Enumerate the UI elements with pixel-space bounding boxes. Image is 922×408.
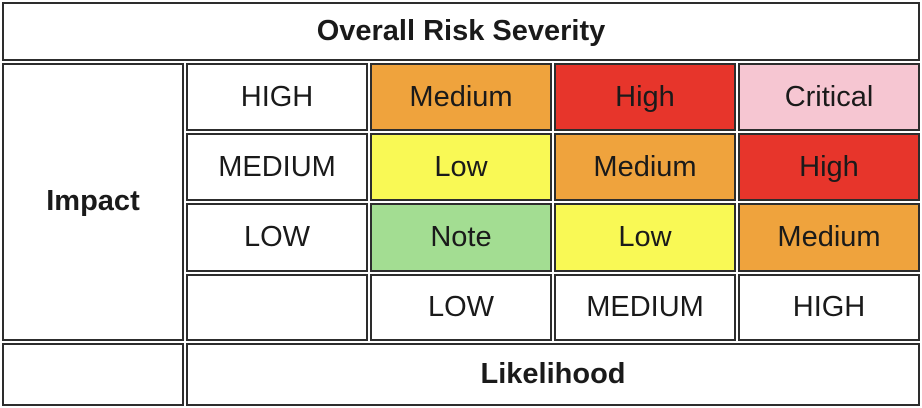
risk-cell-impact-high-likelihood-high: Critical (738, 63, 920, 132)
likelihood-level-medium-label: MEDIUM (554, 273, 736, 341)
impact-axis-label: Impact (2, 63, 184, 341)
impact-low-row: LOW Note Low Medium (2, 203, 920, 272)
empty-bottom-left-cell (2, 342, 184, 406)
risk-cell-impact-medium-likelihood-medium: Medium (554, 133, 736, 202)
likelihood-level-high-label: HIGH (738, 273, 920, 341)
risk-cell-impact-medium-likelihood-high: High (738, 133, 920, 202)
likelihood-axis-row: Likelihood (2, 342, 920, 406)
table-title: Overall Risk Severity (2, 2, 920, 62)
empty-corner-cell (186, 273, 368, 341)
impact-high-row: Impact HIGH Medium High Critical (2, 63, 920, 341)
risk-cell-impact-medium-likelihood-low: Low (370, 133, 552, 202)
likelihood-level-low-label: LOW (370, 273, 552, 341)
impact-level-low-label: LOW (186, 203, 368, 272)
likelihood-axis-label: Likelihood (186, 342, 920, 406)
risk-cell-impact-high-likelihood-medium: High (554, 63, 736, 132)
impact-medium-row: MEDIUM Low Medium High (2, 133, 920, 202)
risk-cell-impact-low-likelihood-high: Medium (738, 203, 920, 272)
impact-level-high-label: HIGH (186, 63, 368, 132)
risk-cell-impact-low-likelihood-low: Note (370, 203, 552, 272)
title-row: Overall Risk Severity (2, 2, 920, 62)
impact-level-medium-label: MEDIUM (186, 133, 368, 202)
likelihood-levels-row: LOW MEDIUM HIGH (2, 273, 920, 341)
risk-cell-impact-low-likelihood-medium: Low (554, 203, 736, 272)
risk-cell-impact-high-likelihood-low: Medium (370, 63, 552, 132)
